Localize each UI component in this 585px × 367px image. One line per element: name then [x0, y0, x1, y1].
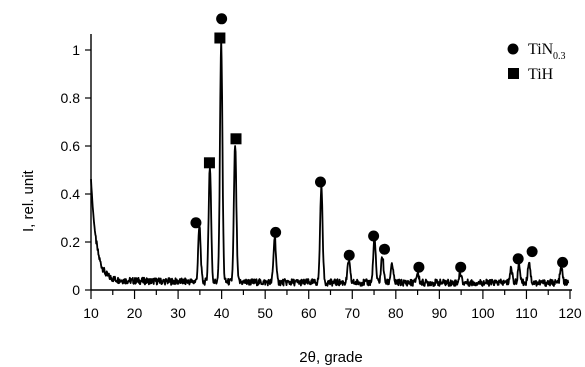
y-tick-label: 1 — [72, 42, 80, 58]
tin-peak-marker — [455, 261, 467, 273]
x-tick-label: 50 — [257, 305, 273, 321]
x-tick-label: 60 — [301, 305, 317, 321]
tin-peak-marker — [512, 253, 524, 265]
tin-peak-marker — [190, 217, 202, 229]
x-tick-label: 10 — [83, 305, 99, 321]
y-tick-label: 0.6 — [61, 138, 81, 154]
tin-peak-marker — [216, 13, 228, 25]
y-ticks: 0 0.2 0.4 0.6 0.8 1 — [61, 42, 91, 298]
legend-square-marker — [508, 68, 519, 79]
tin-peak-marker — [368, 230, 380, 242]
x-tick-label: 90 — [432, 305, 448, 321]
phase-markers — [190, 13, 569, 273]
tin-peak-marker — [378, 243, 390, 255]
legend-label-tin-subscript: 0.3 — [553, 51, 566, 62]
legend-label-tin: TiN — [528, 41, 554, 58]
x-axis-label: 2θ, grade — [299, 349, 362, 366]
legend-label-tih: TiH — [528, 66, 554, 83]
x-tick-label: 80 — [388, 305, 404, 321]
legend: TiN 0.3 TiH — [507, 41, 566, 83]
x-tick-label: 100 — [471, 305, 495, 321]
x-tick-label: 110 — [515, 305, 538, 321]
tih-peak-marker — [214, 32, 226, 44]
x-tick-label: 20 — [127, 305, 143, 321]
x-tick-label: 70 — [344, 305, 360, 321]
x-tick-label: 120 — [558, 305, 582, 321]
y-tick-label: 0 — [72, 282, 80, 298]
y-tick-label: 0.4 — [61, 186, 81, 202]
tin-peak-marker — [270, 226, 282, 238]
diffraction-pattern-line — [90, 38, 570, 287]
tih-peak-marker — [230, 133, 242, 145]
y-tick-label: 0.2 — [61, 234, 81, 250]
legend-circle-marker — [507, 43, 519, 55]
tin-peak-marker — [343, 249, 355, 261]
x-tick-label: 40 — [214, 305, 230, 321]
y-tick-label: 0.8 — [61, 90, 81, 106]
x-ticks: 10 20 30 40 50 60 70 80 90 100 110 120 — [83, 290, 582, 321]
tin-peak-marker — [314, 176, 326, 188]
tin-peak-marker — [413, 261, 425, 273]
tih-peak-marker — [203, 157, 215, 169]
y-axis-label: I, rel. unit — [20, 169, 37, 232]
tin-peak-marker — [526, 246, 538, 258]
x-tick-label: 30 — [170, 305, 186, 321]
tin-peak-marker — [557, 256, 569, 268]
